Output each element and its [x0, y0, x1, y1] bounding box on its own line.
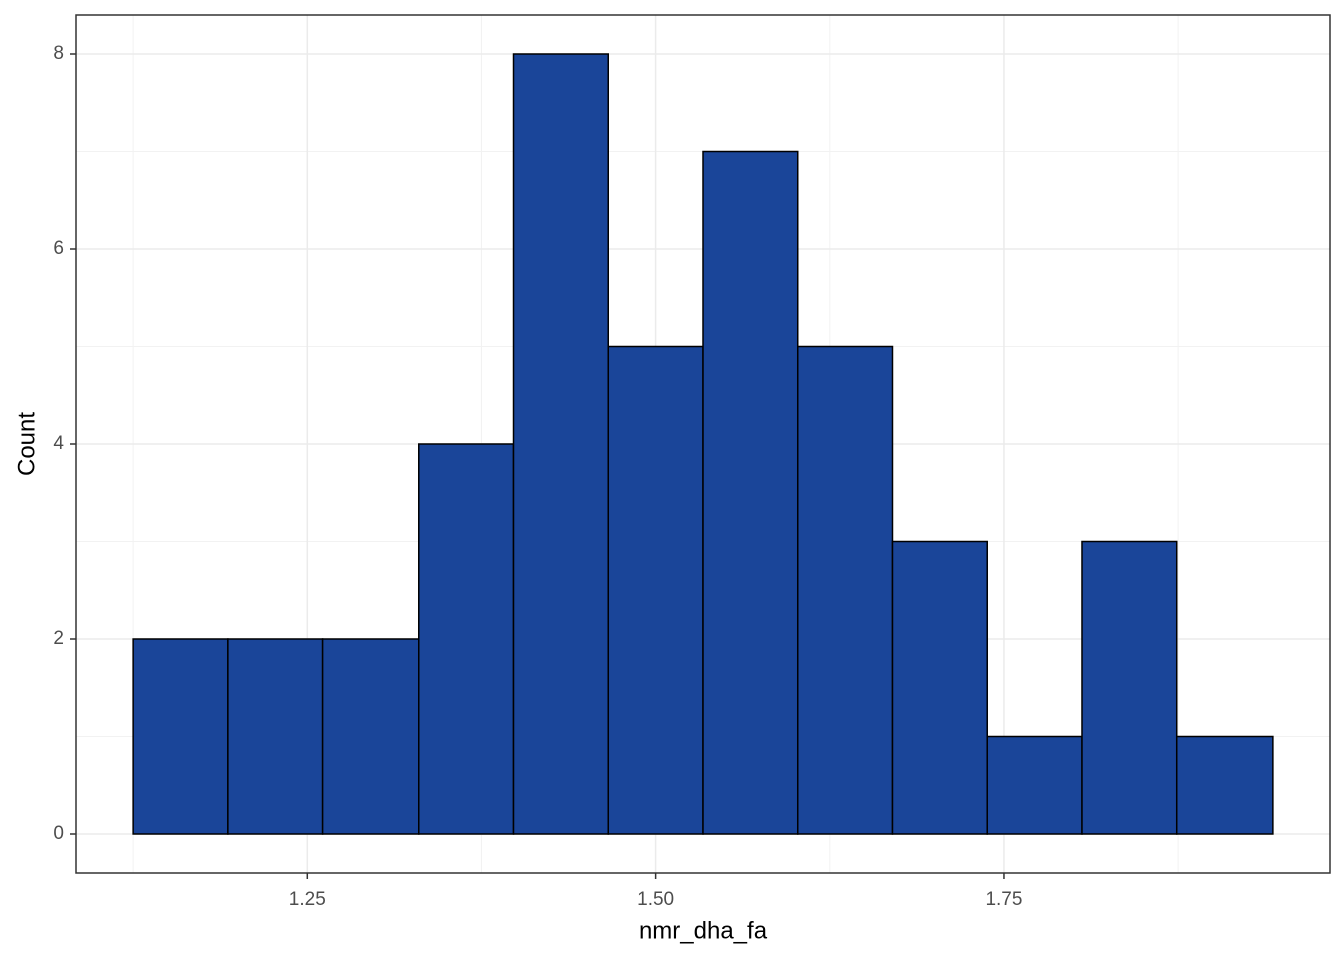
- bar: [321, 638, 420, 835]
- bar: [1175, 735, 1274, 835]
- bar: [607, 345, 704, 835]
- y-tick-label: 8: [53, 43, 64, 64]
- bar: [132, 638, 229, 835]
- y-tick-label: 2: [53, 628, 64, 649]
- bar: [227, 638, 324, 835]
- bar: [986, 735, 1083, 835]
- y-tick-label: 6: [53, 238, 64, 259]
- bar: [891, 540, 988, 835]
- bar: [512, 53, 610, 835]
- x-tick-label: 1.25: [289, 889, 326, 910]
- panel-border: [75, 14, 1331, 874]
- x-axis-label: nmr_dha_fa: [639, 917, 768, 944]
- bar: [796, 345, 894, 835]
- y-axis-label: Count: [13, 412, 40, 476]
- y-tick-label: 0: [53, 823, 64, 844]
- y-tick-label: 4: [53, 433, 64, 454]
- bar: [1081, 540, 1178, 835]
- bar: [702, 150, 799, 835]
- bar: [418, 443, 515, 835]
- x-tick-label: 1.75: [985, 889, 1022, 910]
- x-tick-label: 1.50: [637, 889, 674, 910]
